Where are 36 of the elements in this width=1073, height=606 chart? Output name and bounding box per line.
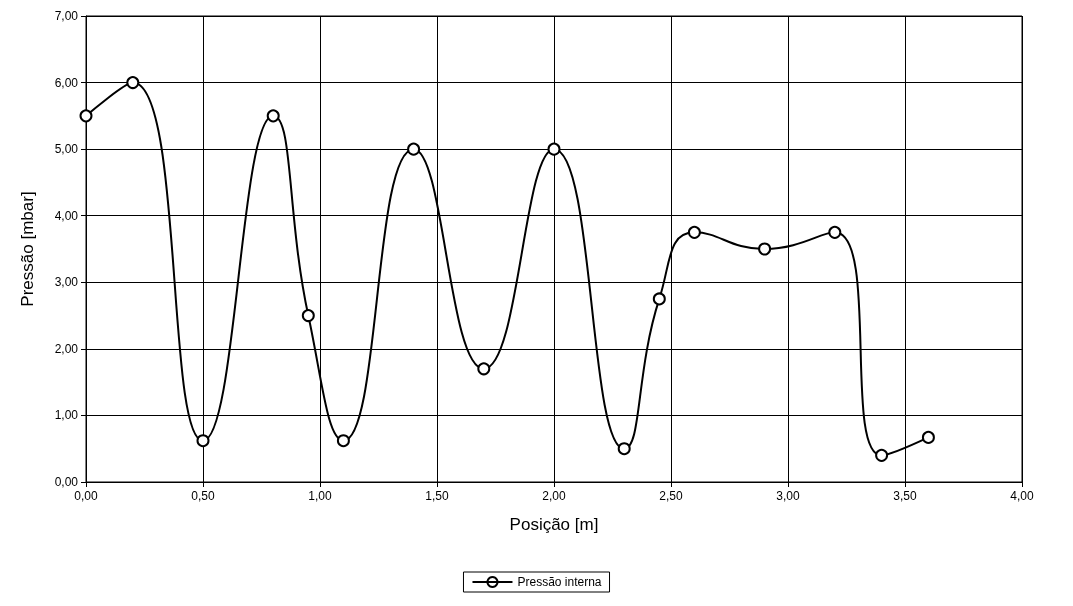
x-tick-label: 1,50 bbox=[425, 489, 449, 503]
y-tick-label: 2,00 bbox=[54, 341, 79, 356]
y-axis-title: Pressão [mbar] bbox=[18, 191, 37, 307]
point bbox=[547, 142, 561, 156]
point bbox=[301, 309, 315, 323]
point bbox=[921, 430, 935, 444]
x-tick-label: 2,00 bbox=[542, 489, 566, 503]
legend-label: Pressão interna bbox=[517, 575, 602, 589]
x-tick-label: 3,50 bbox=[893, 489, 917, 503]
point bbox=[126, 76, 140, 90]
y-tick-label: 3,00 bbox=[54, 275, 79, 290]
point bbox=[617, 442, 631, 456]
x-tick-label: 1,00 bbox=[308, 489, 332, 503]
y-tick-label: 6,00 bbox=[54, 75, 79, 90]
point bbox=[266, 109, 280, 123]
y-tick-label: 0,00 bbox=[54, 475, 79, 489]
point bbox=[652, 292, 666, 306]
point bbox=[79, 109, 93, 123]
y-tick-label: 1,00 bbox=[54, 408, 79, 423]
point bbox=[196, 434, 210, 448]
point bbox=[477, 362, 491, 376]
point bbox=[687, 225, 701, 239]
x-tick-label: 0,00 bbox=[74, 489, 98, 503]
point bbox=[407, 142, 421, 156]
x-tick-label: 0,50 bbox=[191, 489, 215, 503]
point bbox=[758, 242, 772, 256]
x-tick-label: 4,00 bbox=[1010, 489, 1034, 503]
x-axis-title: Posição [m] bbox=[509, 515, 599, 534]
point bbox=[828, 225, 842, 239]
x-tick-label: 2,50 bbox=[659, 489, 683, 503]
x-tick-label: 3,00 bbox=[776, 489, 800, 503]
point bbox=[336, 434, 350, 448]
y-tick-label: 7,00 bbox=[54, 9, 79, 23]
point bbox=[875, 448, 889, 462]
y-tick-label: 4,00 bbox=[54, 208, 79, 223]
y-tick-label: 5,00 bbox=[54, 142, 79, 157]
